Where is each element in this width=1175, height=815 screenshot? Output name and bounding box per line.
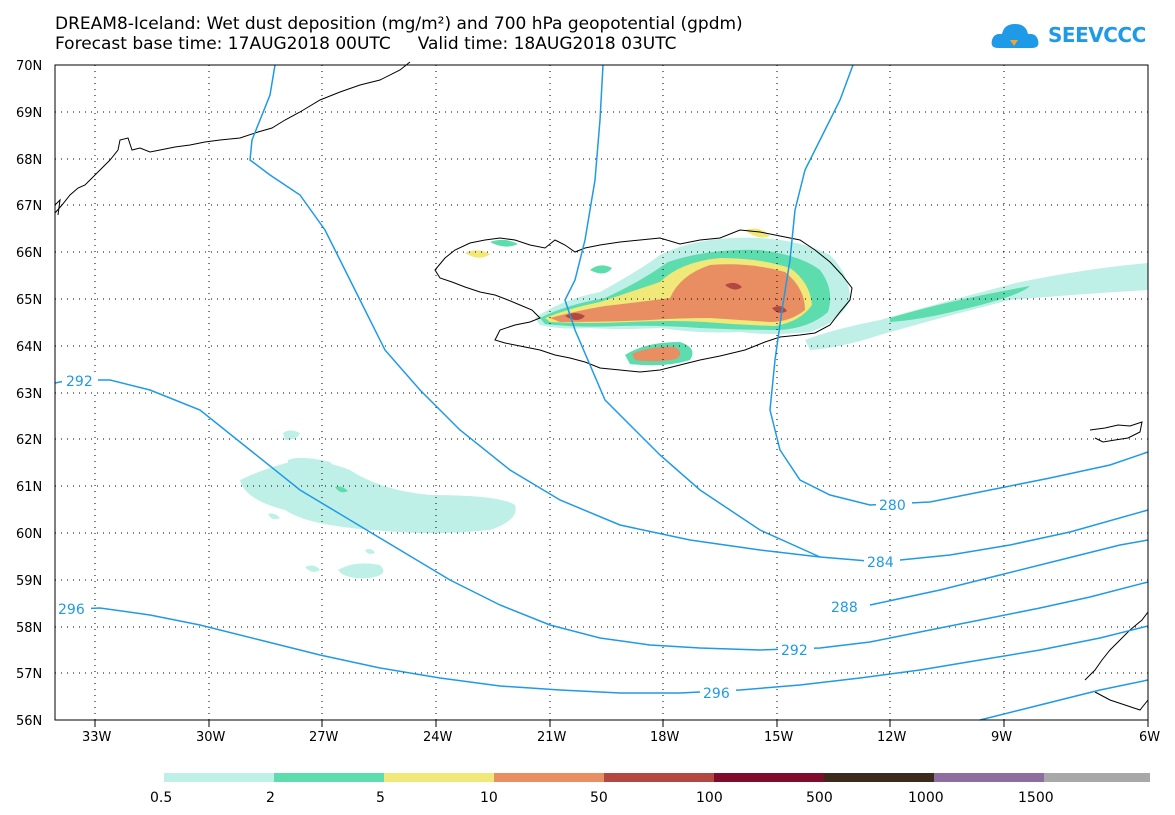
legend-label: 1500 — [1018, 790, 1054, 806]
legend-label: 50 — [590, 790, 608, 806]
legend-swatch — [494, 773, 604, 782]
lon-label: 12W — [877, 730, 907, 745]
contour-label-296-west: 296 — [58, 602, 85, 618]
lon-label: 15W — [764, 730, 794, 745]
lat-label: 69N — [16, 106, 42, 121]
lon-label: 18W — [650, 730, 680, 745]
lon-label: 24W — [423, 730, 453, 745]
graticule — [55, 65, 1148, 720]
legend-swatch — [274, 773, 384, 782]
longitude-labels: 33W 30W 27W 24W 21W 18W 15W 12W 9W 6W — [82, 730, 1160, 745]
chart-subtitle: Forecast base time: 17AUG2018 00UTC Vali… — [55, 34, 677, 54]
lat-label: 64N — [16, 340, 42, 355]
geopotential-contours — [54, 64, 1149, 721]
legend-label: 0.5 — [150, 790, 172, 806]
legend-swatch — [164, 773, 274, 782]
lat-label: 58N — [16, 621, 42, 636]
legend-swatch — [934, 773, 1044, 782]
legend-swatch — [1044, 773, 1150, 782]
lon-label: 33W — [82, 730, 112, 745]
lat-label: 59N — [16, 574, 42, 589]
lat-label: 60N — [16, 527, 42, 542]
lat-label: 61N — [16, 480, 42, 495]
lon-label: 27W — [309, 730, 339, 745]
lat-label: 56N — [16, 714, 42, 729]
contour-label-292-west: 292 — [66, 374, 93, 390]
contour-labels: 292 296 280 284 288 292 296 — [55, 372, 912, 702]
lon-label: 9W — [991, 730, 1012, 745]
contour-label-288: 288 — [831, 600, 858, 616]
legend-swatch — [604, 773, 714, 782]
chart-title: DREAM8-Iceland: Wet dust deposition (mg/… — [55, 14, 743, 34]
lon-label: 30W — [196, 730, 226, 745]
legend-label: 5 — [376, 790, 385, 806]
lat-label: 57N — [16, 667, 42, 682]
latitude-labels: 70N 69N 68N 67N 66N 65N 64N 63N 62N 61N … — [16, 59, 42, 729]
coastlines — [54, 61, 1149, 711]
legend-label: 10 — [480, 790, 498, 806]
map-frame — [54, 64, 1149, 721]
axis-ticks — [94, 720, 1149, 727]
lon-label: 6W — [1139, 730, 1160, 745]
contour-label-280: 280 — [879, 498, 906, 514]
legend-swatch — [824, 773, 934, 782]
legend-label: 500 — [806, 790, 833, 806]
legend-swatch — [384, 773, 494, 782]
legend-label: 100 — [696, 790, 723, 806]
lat-label: 67N — [16, 199, 42, 214]
legend-colorbar — [164, 773, 1150, 782]
cloud-icon — [991, 24, 1039, 48]
contour-label-296-east: 296 — [703, 686, 730, 702]
lat-label: 70N — [16, 59, 42, 74]
lon-label: 21W — [537, 730, 567, 745]
dust-shading — [240, 228, 1148, 579]
legend-label: 2 — [266, 790, 275, 806]
legend-label: 1000 — [908, 790, 944, 806]
lat-label: 62N — [16, 433, 42, 448]
lat-label: 68N — [16, 153, 42, 168]
lat-label: 66N — [16, 246, 42, 261]
legend-swatch — [714, 773, 824, 782]
lat-label: 65N — [16, 293, 42, 308]
legend-labels: 0.5 2 5 10 50 100 500 1000 1500 — [150, 790, 1054, 806]
logo-text: SEEVCCC — [1048, 23, 1146, 47]
contour-label-284: 284 — [867, 555, 894, 571]
lat-label: 63N — [16, 387, 42, 402]
contour-label-292-east: 292 — [781, 643, 808, 659]
